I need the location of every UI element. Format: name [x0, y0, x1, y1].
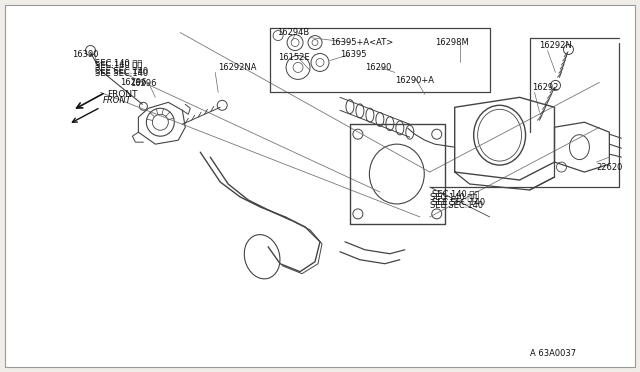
- Text: SEC.140 参照: SEC.140 参照: [95, 60, 143, 69]
- Text: 16292N: 16292N: [540, 41, 572, 50]
- Text: SEC.140 参照: SEC.140 参照: [95, 58, 143, 67]
- Text: SEE SEC.140: SEE SEC.140: [95, 67, 148, 76]
- Text: SEE SEC.140: SEE SEC.140: [95, 69, 148, 78]
- Text: 22620: 22620: [596, 163, 623, 171]
- Text: 16294B: 16294B: [277, 28, 309, 37]
- Text: 16290+A: 16290+A: [395, 76, 434, 85]
- Text: 16292NA: 16292NA: [218, 63, 257, 72]
- Text: SEE SEC.140: SEE SEC.140: [430, 201, 483, 211]
- Text: 16395: 16395: [340, 50, 367, 59]
- Text: 16395+A<AT>: 16395+A<AT>: [330, 38, 393, 47]
- Text: 16292: 16292: [532, 83, 559, 92]
- Text: FRONT: FRONT: [108, 90, 138, 99]
- Text: 16390: 16390: [72, 50, 99, 59]
- Text: 16298M: 16298M: [435, 38, 468, 47]
- Text: 16152E: 16152E: [278, 53, 310, 62]
- Text: SEC.140 参照: SEC.140 参照: [430, 192, 477, 202]
- Text: A 63A0037: A 63A0037: [529, 349, 575, 358]
- Text: 16290: 16290: [365, 63, 391, 72]
- Text: SEE SEC.140: SEE SEC.140: [432, 198, 485, 208]
- Text: 16296: 16296: [131, 79, 157, 88]
- Text: FRONT: FRONT: [102, 96, 131, 105]
- Text: SEC.140 参照: SEC.140 参照: [432, 189, 479, 199]
- Text: 16296: 16296: [120, 78, 147, 87]
